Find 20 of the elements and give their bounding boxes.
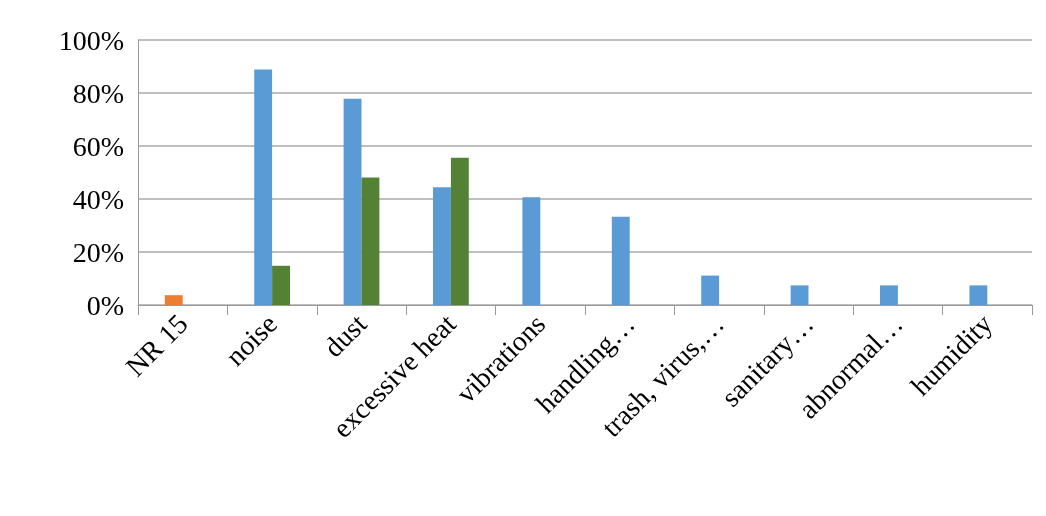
bar: [611, 216, 630, 305]
bar: [701, 275, 720, 305]
bar: [272, 265, 290, 305]
y-tick-label: 60%: [72, 130, 124, 162]
bar: [522, 197, 541, 305]
y-tick-label: 0%: [86, 289, 124, 321]
bar: [361, 177, 380, 305]
bar: [343, 98, 362, 305]
y-tick-label: 40%: [72, 183, 124, 215]
bar: [450, 157, 469, 305]
bar: [880, 285, 898, 305]
x-tick-label: dust: [317, 307, 373, 363]
bar: [254, 69, 273, 305]
bar: [164, 295, 183, 305]
y-tick-label: 20%: [72, 236, 124, 268]
y-tick-label: 80%: [72, 77, 124, 109]
bar: [790, 285, 809, 305]
bar: [969, 285, 988, 305]
bar: [433, 187, 451, 305]
y-tick-label: 100%: [58, 24, 124, 56]
